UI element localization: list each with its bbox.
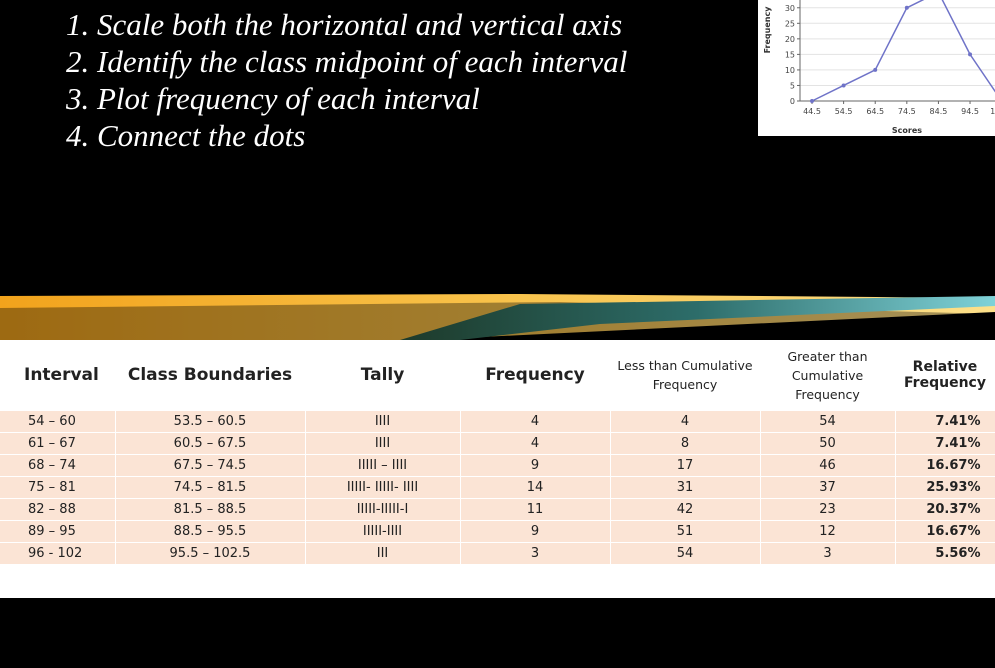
column-header: Interval [24, 365, 99, 385]
x-axis-label: Scores [892, 126, 922, 135]
table-cell: 25.93% [895, 476, 995, 499]
column-header: Tally [360, 365, 405, 385]
column-header: Relative Frequency [904, 359, 986, 391]
decorative-band [0, 294, 995, 340]
table-cell: 89 – 95 [0, 520, 116, 543]
table-cell: 54 – 60 [0, 410, 116, 433]
column-header: Frequency [485, 365, 585, 385]
table-cell: 68 – 74 [0, 454, 116, 477]
y-axis-label: Frequency [763, 6, 772, 54]
y-tick-label: 0 [790, 97, 795, 106]
data-point [968, 52, 973, 57]
table-row: 96 - 102 95.5 – 102.5 III 3 54 3 5.56% [0, 542, 995, 564]
table-cell: 50 [760, 432, 896, 455]
y-tick-label: 5 [790, 81, 795, 90]
instruction: 3. Plot frequency of each interval [66, 81, 480, 116]
table-row: 89 – 95 88.5 – 95.5 IIIII-IIII 9 51 12 16.67% [0, 520, 995, 543]
column-header: Class Boundaries [127, 365, 293, 385]
y-tick-label: 15 [785, 50, 795, 59]
table-cell: 54 [760, 410, 896, 433]
table-cell: IIII [305, 410, 461, 433]
instruction: 4. Connect the dots [66, 118, 306, 153]
table-cell: 23 [760, 498, 896, 521]
table-cell: 11 [460, 498, 611, 521]
table-cell: 37 [760, 476, 896, 499]
data-point [904, 5, 909, 10]
table-cell: 88.5 – 95.5 [115, 520, 306, 543]
table-cell: 61 – 67 [0, 432, 116, 455]
x-tick-label: 84.5 [930, 107, 948, 116]
data-point [841, 83, 846, 88]
y-tick-label: 25 [785, 19, 795, 28]
table-cell: 7.41% [895, 432, 995, 455]
y-tick-label: 20 [785, 35, 795, 44]
table-cell: 8 [610, 432, 761, 455]
table-row: 68 – 74 67.5 – 74.5 IIIII – IIII 9 17 46 16.67… [0, 454, 995, 477]
table-row: 75 – 81 74.5 – 81.5 IIIII- IIIII- IIII 14 31… [0, 476, 995, 499]
table-cell: 17 [610, 454, 761, 477]
table-cell: 95.5 – 102.5 [115, 542, 306, 564]
table-row: 82 – 88 81.5 – 88.5 IIIII-IIIII-I 11 42 23 20.… [0, 498, 995, 521]
table-cell: 16.67% [895, 520, 995, 543]
table-cell: III [305, 542, 461, 564]
y-tick-label: 30 [785, 4, 795, 13]
table-cell: IIII [305, 432, 461, 455]
instruction: 1. Scale both the horizontal and vertica… [66, 7, 623, 42]
table-cell: 4 [610, 410, 761, 433]
table-cell: 74.5 – 81.5 [115, 476, 306, 499]
table-cell: 81.5 – 88.5 [115, 498, 306, 521]
table-cell: 96 - 102 [0, 542, 116, 564]
green-stripe [400, 296, 995, 340]
table-cell: 9 [460, 520, 611, 543]
table-cell: IIIII- IIIII- IIII [305, 476, 461, 499]
table-cell: 54 [610, 542, 761, 564]
table-cell: 31 [610, 476, 761, 499]
table-cell: 3 [460, 542, 611, 564]
y-tick-label: 10 [785, 66, 795, 75]
x-tick-label: 94.5 [961, 107, 979, 116]
table-cell: IIIII-IIIII-I [305, 498, 461, 521]
column-header: Greater than Cumulative Frequency [787, 348, 868, 402]
table-cell: 12 [760, 520, 896, 543]
table-cell: 3 [760, 542, 896, 564]
polygon-chart: 0 5 10 15 20 25 30 44.5 54.5 64.5 74.5 84.5 94.5 104.… [758, 0, 995, 136]
x-tick-label: 54.5 [835, 107, 853, 116]
table-cell: 14 [460, 476, 611, 499]
x-tick-label: 104.5 [990, 107, 995, 116]
table-cell: IIIII – IIII [305, 454, 461, 477]
x-tick-label: 74.5 [898, 107, 916, 116]
table-cell: 46 [760, 454, 896, 477]
header-row: Interval Class Boundaries Tally Frequency Le… [0, 340, 995, 411]
x-tick-label: 44.5 [803, 107, 821, 116]
table-cell: 51 [610, 520, 761, 543]
table-cell: 7.41% [895, 410, 995, 433]
data-point [810, 99, 815, 103]
instruction-list: 1. Scale both the horizontal and vertica… [66, 6, 627, 154]
table-cell: 42 [610, 498, 761, 521]
frequency-table: Interval Class Boundaries Tally Frequency Le… [0, 340, 995, 564]
table-cell: 75 – 81 [0, 476, 116, 499]
table-row: 54 – 60 53.5 – 60.5 IIII 4 4 54 7.41% [0, 410, 995, 433]
table-cell: 4 [460, 432, 611, 455]
table-cell: IIIII-IIII [305, 520, 461, 543]
instruction: 2. Identify the class midpoint of each i… [66, 44, 628, 79]
table-cell: 4 [460, 410, 611, 433]
column-header: Less than Cumulative Frequency [617, 358, 753, 392]
table-cell: 60.5 – 67.5 [115, 432, 306, 455]
data-point [873, 67, 878, 72]
table-area: Interval Class Boundaries Tally Frequency Le… [0, 340, 995, 598]
x-tick-label: 64.5 [866, 107, 884, 116]
table-cell: 67.5 – 74.5 [115, 454, 306, 477]
table-cell: 82 – 88 [0, 498, 116, 521]
table-cell: 53.5 – 60.5 [115, 410, 306, 433]
table-cell: 5.56% [895, 542, 995, 564]
table-cell: 16.67% [895, 454, 995, 477]
table-cell: 20.37% [895, 498, 995, 521]
table-cell: 9 [460, 454, 611, 477]
table-row: 61 – 67 60.5 – 67.5 IIII 4 8 50 7.41% [0, 432, 995, 455]
table-body: 54 – 60 53.5 – 60.5 IIII 4 4 54 7.41% 61 – 67 60… [0, 410, 995, 564]
